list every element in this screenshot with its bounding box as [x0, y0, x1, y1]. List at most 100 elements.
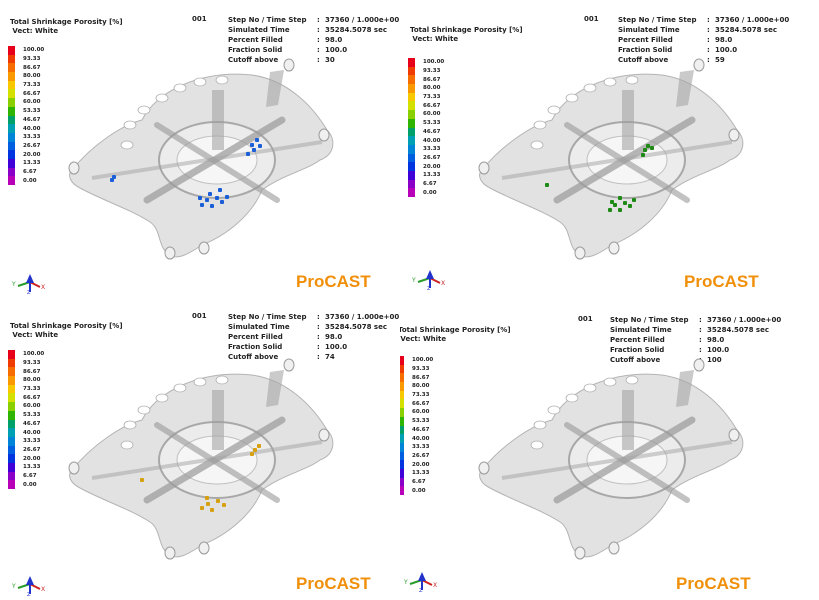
bolt-hole: [215, 75, 229, 85]
bolt-hole: [547, 105, 561, 115]
legend-entry: 80.00: [400, 382, 433, 391]
legend-swatch: [8, 376, 15, 385]
info-value-solid: 100.0: [325, 46, 348, 54]
legend-entry: 40.00: [8, 428, 44, 437]
legend-entry: 0.00: [408, 188, 444, 197]
legend-swatch: [8, 106, 15, 116]
riser: [676, 370, 694, 407]
info-row-time: Simulated Time:35284.5078 sec: [228, 322, 399, 332]
boss: [608, 541, 620, 555]
axes-triad: Y Z X: [412, 270, 445, 290]
legend-entry: 53.33: [400, 416, 433, 426]
legend-swatch: [400, 468, 404, 478]
porosity-marker: [257, 444, 261, 448]
legend-swatch: [8, 419, 15, 429]
info-row-step: Step No / Time Step:37360 / 1.000e+00: [228, 312, 399, 322]
y-axis-label: Y: [12, 281, 16, 288]
legend-label: 93.33: [23, 360, 41, 367]
axes-triad: Y Z X: [12, 576, 45, 596]
porosity-marker: [200, 506, 204, 510]
porosity-marker: [210, 508, 214, 512]
info-separator: :: [317, 26, 320, 34]
legend-swatch: [8, 132, 15, 142]
riser: [622, 90, 634, 150]
info-row-cutoff: Cutoff above:74: [228, 352, 399, 362]
legend-label: 86.67: [412, 374, 430, 381]
beam: [501, 140, 733, 180]
legend-swatch: [8, 158, 15, 168]
legend-swatch: [408, 188, 415, 197]
legend-label: 6.67: [23, 168, 37, 175]
legend-label: 80.00: [412, 383, 430, 390]
legend-entry: 46.67: [408, 127, 444, 137]
step-id: 001: [578, 315, 593, 323]
legend-swatch: [8, 480, 15, 489]
legend-label: 66.67: [23, 394, 41, 401]
info-value-filled: 98.0: [707, 336, 725, 344]
porosity-marker: [613, 203, 617, 207]
legend-swatch: [408, 179, 415, 189]
legend-swatch: [8, 80, 15, 90]
legend-label: 0.00: [23, 481, 37, 488]
bolt-hole: [547, 405, 561, 415]
legend-label: 13.33: [412, 470, 430, 477]
bolt-hole: [603, 77, 617, 87]
info-label-step: Step No / Time Step: [610, 316, 689, 324]
z-axis-label: Z: [27, 290, 31, 294]
info-value-filled: 98.0: [325, 333, 343, 341]
beam: [154, 122, 280, 203]
bolt-hole: [530, 440, 544, 450]
legend-label: 60.00: [23, 403, 41, 410]
legend-label: 26.67: [423, 154, 441, 161]
legend-entry: 53.33: [408, 118, 444, 128]
legend-swatch: [400, 356, 404, 365]
legend-swatch: [8, 410, 15, 420]
legend-entry: 93.33: [8, 358, 44, 368]
legend-label: 53.33: [23, 412, 41, 419]
legend-entry: 86.67: [8, 63, 44, 73]
procast-logo: ProCAST: [684, 272, 759, 291]
info-label-filled: Percent Filled: [228, 333, 283, 341]
info-row-step: Step No / Time Step:37360 / 1.000e+00: [228, 15, 399, 25]
result-panel-3: Total Shrinkage Porosity [%] Vect: White…: [0, 310, 400, 600]
legend-swatch: [8, 350, 15, 359]
info-separator: :: [317, 16, 320, 24]
legend-label: 13.33: [23, 464, 41, 471]
z-axis-label: Z: [27, 592, 31, 596]
info-label-time: Simulated Time: [228, 26, 290, 34]
axis-origin-marker: [426, 270, 434, 279]
info-separator: :: [707, 46, 710, 54]
result-panel-1: Total Shrinkage Porosity [%] Vect: White…: [0, 10, 400, 300]
boss: [283, 358, 295, 372]
porosity-marker: [246, 152, 250, 156]
bolt-hole: [530, 140, 544, 150]
legend-swatch: [408, 66, 415, 76]
legend-entry: 66.67: [408, 101, 444, 111]
x-axis-label: X: [441, 280, 445, 287]
legend-swatch: [408, 144, 415, 154]
porosity-marker: [200, 203, 204, 207]
legend-label: 13.33: [423, 172, 441, 179]
info-value-time: 35284.5078 sec: [707, 326, 769, 334]
result-panel-4: Total Shrinkage Porosity [%] Vect: White…: [400, 310, 800, 600]
legend-label: 93.33: [412, 366, 430, 373]
legend-entry: 60.00: [400, 408, 433, 417]
info-row-solid: Fraction Solid:100.0: [610, 345, 781, 355]
info-row-time: Simulated Time:35284.5078 sec: [618, 25, 789, 35]
legend-label: 73.33: [412, 392, 430, 399]
boss: [283, 58, 295, 72]
legend-label: 40.00: [23, 125, 41, 132]
legend-swatch: [8, 384, 15, 394]
color-legend: 100.00 93.33 86.67 80.00 73.33 66.67 60.00 53.3…: [408, 58, 444, 197]
legend-entry: 53.33: [8, 106, 44, 116]
porosity-marker: [215, 196, 219, 200]
info-value-filled: 98.0: [715, 36, 733, 44]
y-axis-label: Y: [12, 583, 16, 590]
legend-swatch: [8, 471, 15, 481]
boss: [68, 161, 80, 175]
info-row-step: Step No / Time Step:37360 / 1.000e+00: [618, 15, 789, 25]
info-label-filled: Percent Filled: [228, 36, 283, 44]
info-value-solid: 100.0: [715, 46, 738, 54]
legend-entry: 93.33: [408, 66, 444, 76]
legend-entry: 6.67: [8, 471, 44, 481]
